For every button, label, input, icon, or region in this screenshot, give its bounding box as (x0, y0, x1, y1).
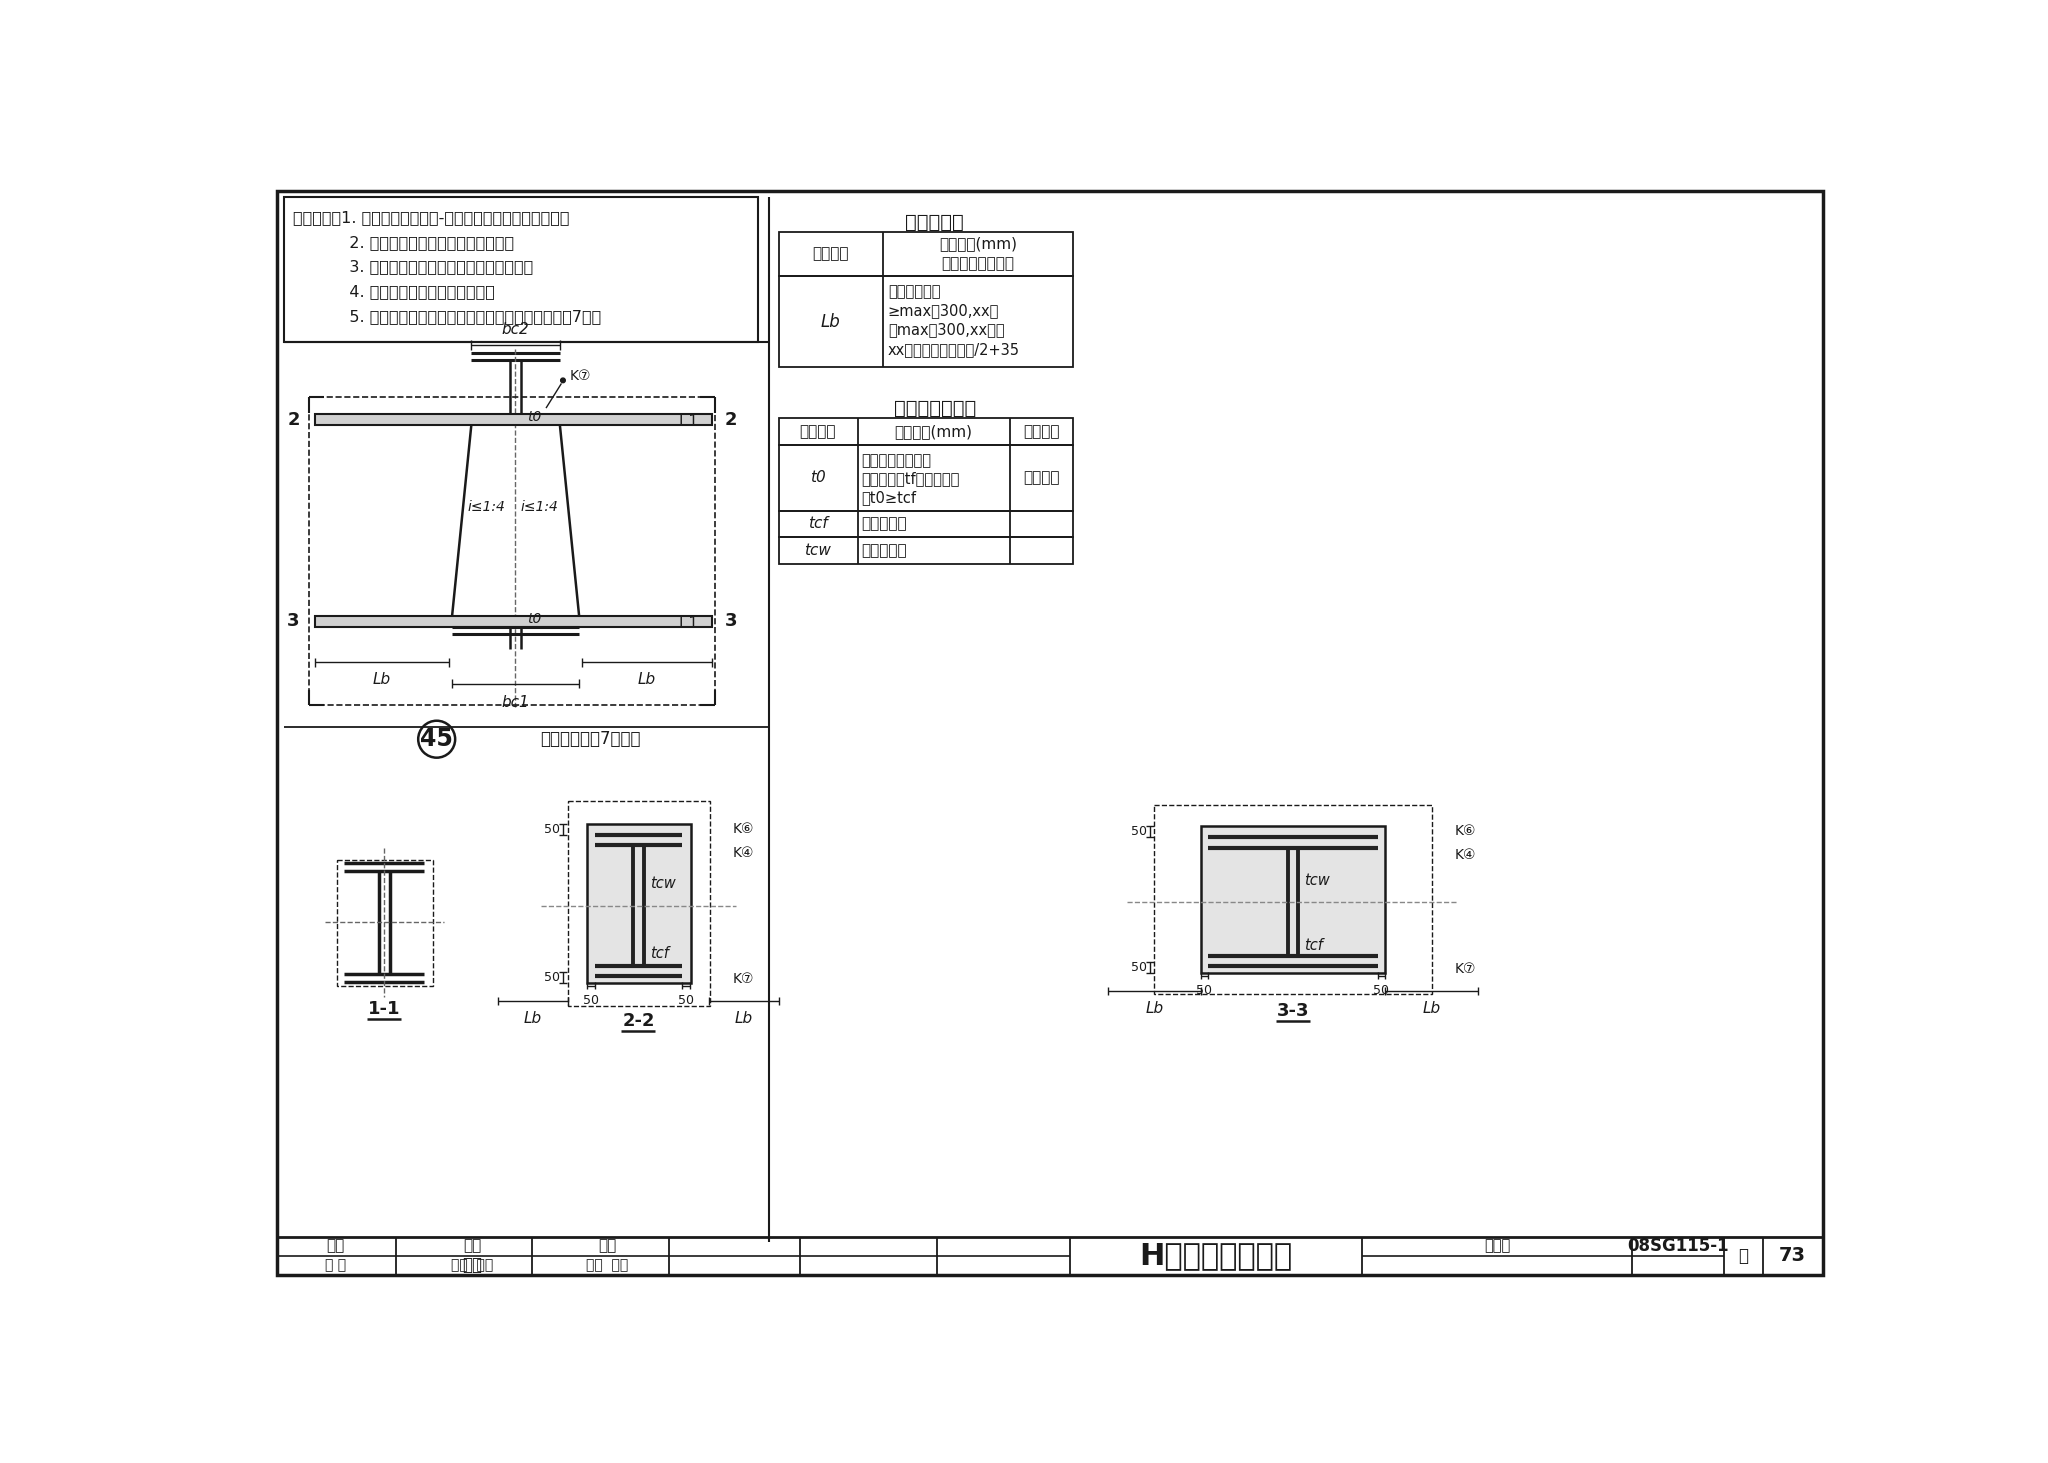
Text: 柱翼缘厚度: 柱翼缘厚度 (862, 516, 907, 531)
Text: 3-3: 3-3 (1276, 1002, 1309, 1020)
Text: 板厚符号: 板厚符号 (799, 424, 836, 439)
Text: 中林: 中林 (463, 1257, 481, 1274)
Text: K④: K④ (733, 846, 754, 860)
Bar (276, 1236, 1823, 1276)
Text: t0: t0 (809, 470, 825, 484)
Text: 3. 柱截面壁厚不大于梁翼缘贯通板厚度；: 3. 柱截面壁厚不大于梁翼缘贯通板厚度； (293, 259, 535, 275)
Text: 参数取值(mm): 参数取值(mm) (938, 237, 1018, 252)
Text: 节点参数表: 节点参数表 (905, 212, 965, 231)
Text: 材质要求: 材质要求 (1022, 424, 1059, 439)
Bar (567, 800, 711, 1005)
Text: Lb: Lb (524, 1011, 543, 1026)
Text: 限制值［参考值］: 限制值［参考值］ (942, 256, 1014, 272)
Text: 王浩  王路: 王浩 王路 (451, 1258, 494, 1273)
Text: H形柱变截面节点: H形柱变截面节点 (1139, 1242, 1292, 1270)
Bar (778, 418, 1073, 445)
Text: K⑥: K⑥ (1454, 824, 1477, 838)
Bar (309, 398, 715, 705)
Bar (315, 414, 711, 426)
Text: K④: K④ (1454, 849, 1477, 863)
Bar (285, 198, 758, 342)
Text: tcf: tcf (1305, 938, 1323, 952)
Text: K⑦: K⑦ (733, 973, 754, 986)
Bar (778, 231, 1073, 277)
Text: 审核: 审核 (328, 1238, 344, 1254)
Bar (1200, 827, 1384, 973)
Text: tcw: tcw (805, 543, 831, 557)
Text: 2. 抗震设防地区及非抗震设防地区；: 2. 抗震设防地区及非抗震设防地区； (293, 236, 514, 250)
Circle shape (561, 377, 565, 383)
Text: t0: t0 (526, 410, 541, 424)
Text: 设计: 设计 (598, 1238, 616, 1254)
Text: 50: 50 (1374, 985, 1389, 998)
Text: bc1: bc1 (502, 695, 528, 710)
Text: 3: 3 (725, 613, 737, 631)
Text: 取各方向梁tf的最大值，: 取各方向梁tf的最大值， (862, 471, 961, 486)
Text: 柱贯通隔板厚度：: 柱贯通隔板厚度： (862, 452, 932, 468)
Text: 刘岩  刘岩: 刘岩 刘岩 (586, 1258, 629, 1273)
Text: 柱腹板厚度: 柱腹板厚度 (862, 543, 907, 557)
Bar (336, 860, 432, 986)
Text: i≤1:4: i≤1:4 (467, 500, 506, 514)
Text: t0: t0 (526, 612, 541, 626)
Text: K⑦: K⑦ (1454, 963, 1477, 976)
Text: Lb: Lb (1145, 1001, 1163, 1015)
Text: 且t0≥tcf: 且t0≥tcf (862, 490, 918, 505)
Bar (315, 616, 711, 626)
Text: tcf: tcf (809, 516, 827, 531)
Text: 3: 3 (287, 613, 299, 631)
Text: 50: 50 (584, 993, 598, 1007)
Text: 图集号: 图集号 (1485, 1238, 1509, 1254)
Bar (1155, 805, 1432, 993)
Text: 50: 50 (1130, 825, 1147, 838)
Text: 页: 页 (1739, 1246, 1749, 1265)
Text: tcf: tcf (649, 945, 670, 961)
Text: 参数名称: 参数名称 (813, 247, 850, 262)
Text: 73: 73 (1778, 1246, 1806, 1265)
Text: Lb: Lb (373, 672, 391, 688)
Text: 2-2: 2-2 (623, 1012, 655, 1030)
Text: 申 林: 申 林 (326, 1258, 346, 1273)
Text: i≤1:4: i≤1:4 (520, 500, 559, 514)
Text: Lb: Lb (821, 313, 842, 331)
Text: 45: 45 (420, 727, 453, 751)
Bar (778, 277, 1073, 367)
Text: 08SG115-1: 08SG115-1 (1626, 1236, 1729, 1255)
Text: 适用范围：1. 多高层钢结构、钢-混凝土混合结构中的钢框架；: 适用范围：1. 多高层钢结构、钢-混凝土混合结构中的钢框架； (293, 211, 569, 225)
Text: K⑥: K⑥ (733, 822, 754, 835)
Text: Lb: Lb (735, 1011, 754, 1026)
Text: 5. 当梁与柱直接连接时，且抗震设防烈度不宜高于7度。: 5. 当梁与柱直接连接时，且抗震设防烈度不宜高于7度。 (293, 309, 602, 323)
Text: 1-1: 1-1 (369, 999, 401, 1018)
Text: 板厚取值(mm): 板厚取值(mm) (895, 424, 973, 439)
Text: 校对: 校对 (463, 1238, 481, 1254)
Text: 50: 50 (1196, 985, 1212, 998)
Text: ［max（300,xx）］: ［max（300,xx）］ (889, 323, 1004, 338)
Text: 与梁相同: 与梁相同 (1022, 470, 1059, 484)
Text: 2: 2 (725, 411, 737, 429)
Bar (588, 824, 690, 983)
Text: tcw: tcw (1305, 872, 1331, 888)
Text: 50: 50 (678, 993, 694, 1007)
Text: 节点钢板厚度表: 节点钢板厚度表 (893, 399, 977, 418)
Text: 梁连接长度：: 梁连接长度： (889, 284, 940, 298)
Text: K⑦: K⑦ (569, 369, 592, 383)
Text: 50: 50 (545, 970, 561, 983)
Text: 50: 50 (1130, 961, 1147, 973)
Text: I 1: I 1 (680, 616, 698, 631)
Bar (778, 511, 1073, 537)
Text: tcw: tcw (649, 876, 676, 891)
Text: 50: 50 (545, 822, 561, 835)
Bar (778, 537, 1073, 565)
Text: 未标注焊缝为7号焊缝: 未标注焊缝为7号焊缝 (541, 730, 641, 748)
Text: xx一腹板拼接板长度/2+35: xx一腹板拼接板长度/2+35 (889, 342, 1020, 357)
Bar (778, 445, 1073, 511)
Text: Lb: Lb (637, 672, 655, 688)
Text: Lb: Lb (1423, 1001, 1440, 1015)
Text: ≥max（300,xx）: ≥max（300,xx） (889, 303, 999, 319)
Text: bc2: bc2 (502, 322, 528, 338)
Text: 2: 2 (287, 411, 299, 429)
Text: 4. 梁柱节点宜采用短悬臂连接；: 4. 梁柱节点宜采用短悬臂连接； (293, 284, 496, 298)
Text: I 1: I 1 (680, 414, 698, 430)
